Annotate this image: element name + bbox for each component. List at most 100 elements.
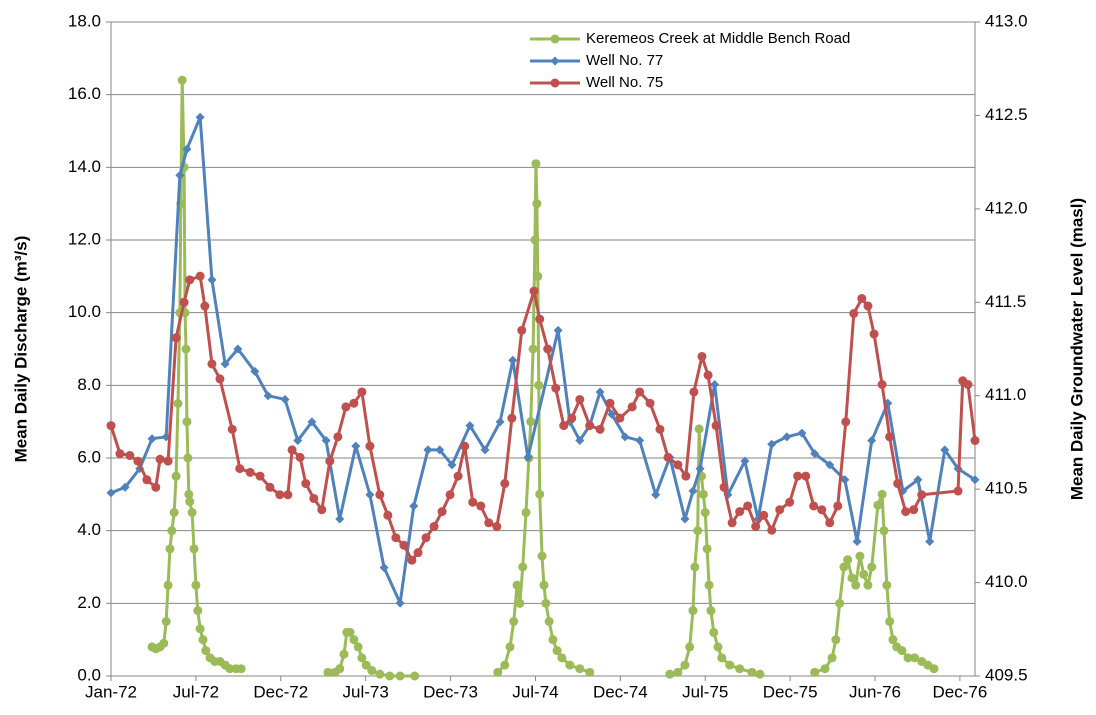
- y-tick-label: 12.0: [68, 229, 101, 248]
- data-point: [697, 351, 707, 361]
- data-point: [492, 522, 502, 532]
- data-point: [655, 424, 665, 434]
- data-point: [673, 667, 683, 677]
- legend-marker: [550, 78, 560, 88]
- data-point: [702, 544, 712, 554]
- data-point: [115, 449, 125, 459]
- data-point: [518, 562, 528, 572]
- data-point: [215, 374, 225, 384]
- data-point: [767, 439, 777, 449]
- data-point: [810, 667, 820, 677]
- data-point: [447, 460, 457, 470]
- data-point: [673, 460, 683, 470]
- data-point: [785, 497, 795, 507]
- data-point: [882, 580, 892, 590]
- data-point: [220, 359, 230, 369]
- data-point: [493, 667, 503, 677]
- data-point: [635, 436, 645, 446]
- data-point: [595, 387, 605, 397]
- data-point: [159, 638, 169, 648]
- data-point: [245, 467, 255, 477]
- y-tick-label: 16.0: [68, 84, 101, 103]
- data-point: [585, 421, 595, 431]
- data-point: [227, 424, 237, 434]
- data-point: [280, 394, 290, 404]
- y-tick-label: 14.0: [68, 157, 101, 176]
- data-point: [963, 380, 973, 390]
- x-tick-label: Jul-75: [682, 682, 728, 701]
- data-point: [565, 660, 575, 670]
- data-point: [534, 380, 544, 390]
- data-point: [255, 471, 265, 481]
- data-point: [903, 653, 913, 663]
- data-point: [688, 486, 698, 496]
- data-point: [695, 464, 705, 474]
- data-point: [480, 445, 490, 455]
- legend-text: Well No. 77: [586, 52, 663, 69]
- data-point: [548, 635, 558, 645]
- data-point: [901, 507, 911, 517]
- data-point: [423, 445, 433, 455]
- data-point: [391, 533, 401, 543]
- y2-tick-label: 411.0: [985, 385, 1026, 404]
- data-point: [893, 479, 903, 489]
- data-point: [165, 544, 175, 554]
- data-point: [740, 456, 750, 466]
- data-point: [385, 671, 395, 681]
- data-point: [680, 660, 690, 670]
- data-point: [835, 598, 845, 608]
- data-point: [859, 569, 869, 579]
- data-point: [827, 653, 837, 663]
- data-point: [351, 441, 361, 451]
- data-point: [155, 454, 165, 464]
- data-point: [793, 471, 803, 481]
- data-point: [333, 432, 343, 442]
- data-point: [187, 508, 197, 517]
- data-point: [535, 489, 545, 499]
- data-point: [817, 505, 827, 515]
- data-point: [867, 436, 877, 446]
- data-point: [163, 456, 173, 466]
- y2-tick-label: 412.0: [985, 198, 1028, 217]
- data-point: [909, 505, 919, 515]
- data-point: [189, 544, 199, 554]
- data-point: [725, 660, 735, 670]
- data-point: [690, 562, 700, 572]
- data-point: [435, 445, 445, 455]
- data-point: [840, 475, 850, 485]
- data-point: [940, 445, 950, 455]
- data-point: [913, 475, 923, 485]
- data-point: [855, 551, 865, 561]
- data-point: [323, 667, 333, 677]
- data-point: [523, 452, 533, 462]
- data-point: [509, 617, 519, 626]
- x-tick-label: Dec-73: [423, 682, 478, 701]
- data-point: [529, 286, 539, 296]
- data-point: [335, 664, 345, 674]
- data-point: [528, 344, 538, 354]
- data-point: [195, 624, 205, 634]
- data-point: [663, 452, 673, 462]
- data-point: [353, 642, 363, 652]
- y-tick-label: 8.0: [77, 375, 101, 394]
- data-point: [191, 580, 201, 590]
- x-tick-label: Jan-72: [85, 682, 137, 701]
- data-point: [585, 667, 595, 677]
- data-point: [925, 536, 935, 546]
- data-point: [539, 580, 549, 590]
- data-point: [693, 526, 703, 536]
- data-point: [185, 275, 195, 285]
- data-point: [183, 453, 193, 463]
- data-point: [627, 402, 637, 412]
- data-point: [685, 642, 695, 652]
- data-point: [179, 297, 189, 307]
- data-point: [735, 664, 745, 674]
- data-point: [970, 436, 980, 446]
- data-point: [106, 421, 116, 431]
- data-point: [207, 359, 217, 369]
- data-point: [635, 387, 645, 397]
- data-point: [409, 501, 419, 511]
- y2-axis-title: Mean Daily Groundwater Level (masl): [1067, 198, 1086, 500]
- data-point: [885, 432, 895, 442]
